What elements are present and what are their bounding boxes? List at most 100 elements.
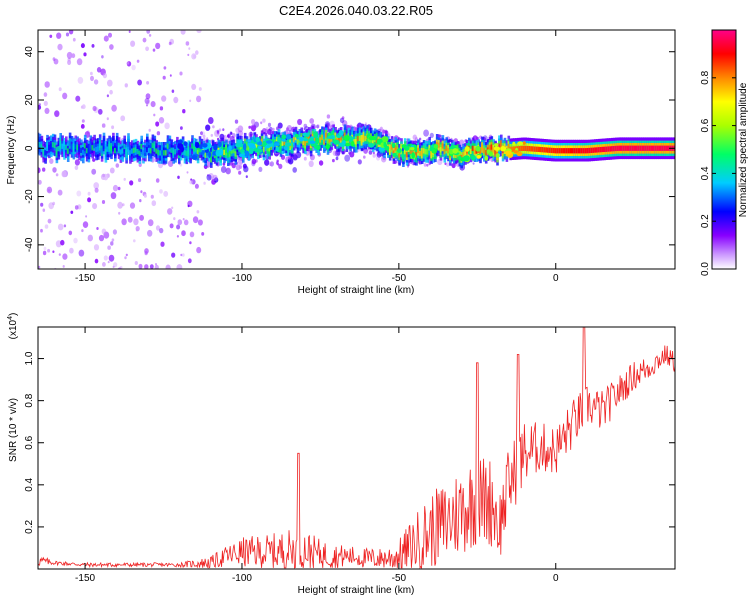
snr-frame: [37, 326, 676, 570]
heatmap-ridge-cell: [643, 145, 646, 151]
heatmap-ridge-cell: [648, 145, 652, 151]
heatmap-ridge-cell: [507, 143, 511, 150]
heatmap-noise-blob: [151, 200, 157, 207]
heatmap-ridge-spot: [217, 141, 222, 148]
heatmap-ridge-cell: [82, 149, 85, 156]
heatmap-noise-blob: [47, 218, 52, 224]
heatmap-ridge-cell: [136, 149, 140, 155]
heatmap-noise-blob: [187, 258, 192, 264]
heatmap-noise-blob: [80, 43, 85, 49]
heatmap-noise-blob: [187, 204, 190, 208]
heatmap-noise-blob: [146, 104, 148, 107]
heatmap-noise-blob: [144, 251, 148, 256]
spectrogram-heatmap: [38, 30, 675, 275]
heatmap-ridge-cell: [193, 146, 196, 152]
heatmap-ridge-cell: [38, 142, 42, 148]
heatmap-noise-blob: [206, 174, 212, 181]
heatmap-ridge-cell: [296, 139, 300, 145]
heatmap-ridge-spot: [505, 150, 512, 155]
heatmap-ridge-cell: [547, 147, 550, 153]
heatmap-ridge-cell: [539, 146, 543, 153]
heatmap-ridge-cell: [443, 149, 447, 155]
heatmap-ridge-cell: [654, 145, 657, 151]
heatmap-ridge-cell: [447, 147, 450, 154]
heatmap-ridge-cell: [573, 148, 576, 154]
heatmap-ridge-cell: [358, 135, 362, 141]
snr-x-tick-label: 0: [553, 573, 559, 584]
heatmap-ridge-cell: [550, 147, 554, 154]
heatmap-noise-blob: [109, 44, 114, 50]
heatmap-noise-blob: [482, 135, 488, 142]
heatmap-ridge-cell: [543, 147, 546, 153]
heatmap-ridge-spot: [257, 145, 262, 150]
spectrogram-x-ticks: -150 -100 -50 0: [75, 30, 559, 284]
heatmap-noise-blob: [155, 263, 157, 266]
heatmap-ridge-cell: [426, 149, 430, 155]
heatmap-noise-blob: [198, 87, 202, 91]
heatmap-noise-blob: [80, 124, 85, 129]
heatmap-ridge-cell: [584, 148, 588, 154]
heatmap-ridge-cell: [445, 145, 448, 151]
heatmap-ridge-cell: [571, 148, 575, 154]
heatmap-noise-blob: [197, 219, 203, 226]
heatmap-noise-blob: [185, 41, 190, 46]
heatmap-noise-blob: [267, 128, 272, 135]
heatmap-noise-blob: [49, 34, 53, 38]
heatmap-noise-blob: [121, 272, 123, 275]
heatmap-noise-blob: [173, 217, 176, 221]
heatmap-ridge-spot: [392, 152, 397, 157]
heatmap-noise-blob: [237, 158, 244, 166]
heatmap-ridge-cell: [667, 145, 671, 151]
spectrogram-y-tick-label: 0: [24, 145, 35, 151]
spectrogram-x-tick-label: -150: [75, 273, 95, 284]
heatmap-ridge-cell: [110, 145, 113, 151]
heatmap-ridge-spot: [476, 155, 481, 159]
heatmap-ridge-spot: [281, 134, 287, 140]
heatmap-noise-blob: [341, 116, 345, 120]
heatmap-noise-blob: [176, 224, 181, 230]
heatmap-noise-blob: [127, 216, 133, 223]
heatmap-noise-blob: [108, 254, 115, 262]
heatmap-ridge-spot: [183, 141, 188, 147]
heatmap-ridge-cell: [488, 145, 492, 151]
heatmap-ridge-cell: [565, 148, 569, 154]
heatmap-ridge-spot: [277, 136, 281, 143]
heatmap-ridge-spot: [313, 131, 318, 139]
heatmap-ridge-cell: [360, 137, 364, 143]
heatmap-ridge-spot: [195, 142, 200, 149]
heatmap-noise-blob: [38, 179, 42, 185]
heatmap-ridge-cell: [134, 147, 138, 153]
heatmap-noise-blob: [58, 87, 62, 92]
snr-series-line: [38, 327, 675, 569]
heatmap-ridge-spot: [409, 147, 415, 151]
heatmap-noise-blob: [44, 224, 49, 229]
heatmap-ridge-cell: [191, 143, 194, 149]
heatmap-noise-blob: [55, 240, 62, 248]
heatmap-ridge-cell: [394, 145, 398, 151]
heatmap-ridge-cell: [511, 146, 514, 152]
spectrogram-y-tick-label: 40: [24, 46, 35, 58]
heatmap-noise-blob: [167, 160, 174, 168]
heatmap-noise-blob: [243, 165, 249, 173]
heatmap-noise-blob: [245, 175, 248, 179]
heatmap-ridge-cell: [97, 146, 100, 152]
heatmap-noise-blob: [363, 155, 366, 159]
heatmap-ridge-spot: [283, 146, 288, 151]
heatmap-ridge-cell: [541, 147, 544, 153]
heatmap-ridge-cell: [334, 135, 337, 141]
heatmap-noise-blob: [202, 134, 206, 139]
heatmap-noise-blob: [103, 255, 108, 261]
heatmap-noise-blob: [130, 40, 136, 47]
heatmap-noise-blob: [109, 167, 115, 174]
heatmap-ridge-cell: [494, 148, 497, 155]
heatmap-ridge-spot: [368, 143, 375, 148]
heatmap-noise-blob: [119, 265, 123, 269]
heatmap-ridge-spot: [343, 135, 350, 142]
heatmap-ridge-cell: [656, 145, 659, 151]
heatmap-ridge-spot: [255, 136, 260, 143]
heatmap-noise-blob: [237, 125, 244, 133]
heatmap-ridge-cell: [458, 152, 462, 159]
heatmap-ridge-cell: [48, 144, 51, 150]
heatmap-ridge-cell: [481, 144, 484, 151]
heatmap-noise-blob: [251, 119, 256, 125]
